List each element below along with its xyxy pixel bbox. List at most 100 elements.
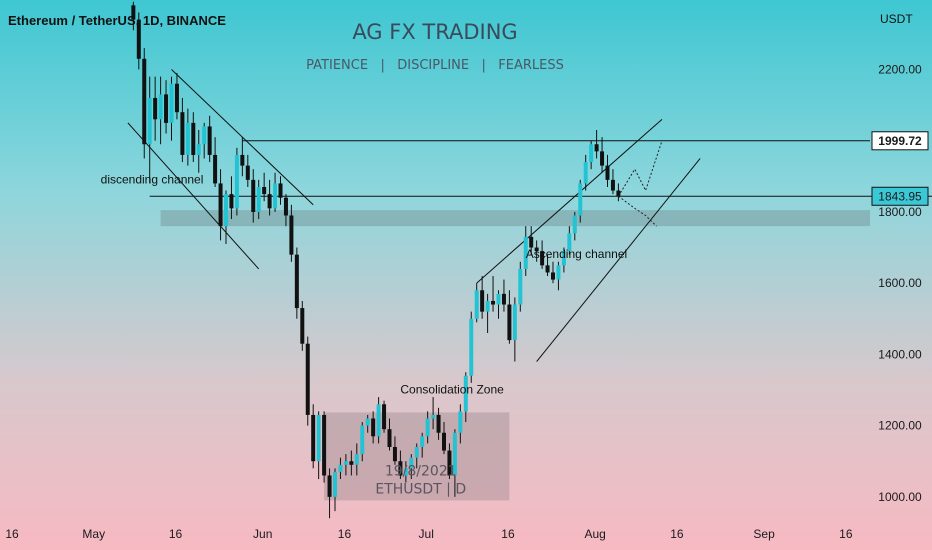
- candle-up: [333, 471, 337, 497]
- x-tick-label: 16: [338, 527, 352, 541]
- candle-down: [594, 144, 599, 152]
- candle-up: [567, 233, 572, 252]
- ascending-channel-lower: [536, 158, 701, 362]
- candle-up: [365, 418, 370, 426]
- price-label-box: [871, 131, 929, 151]
- candle-up: [469, 318, 474, 376]
- currency-label: USDT: [880, 10, 913, 28]
- candle-down: [278, 183, 283, 198]
- candle-up: [556, 265, 561, 280]
- annotation-0: discending channel: [101, 172, 204, 186]
- candle-down: [551, 272, 555, 280]
- candle-down: [229, 194, 234, 209]
- consolidation-date-label: 19/8/2021: [385, 463, 457, 479]
- candle-up: [409, 457, 414, 469]
- candle-up: [343, 461, 348, 465]
- candle-down: [605, 165, 610, 180]
- candle-up: [583, 162, 588, 184]
- candle-down: [174, 83, 179, 113]
- y-tick-label: 1200.00: [878, 419, 922, 433]
- candle-down: [136, 19, 141, 59]
- annotation-2: Consolidation Zone: [400, 383, 504, 397]
- candle-down: [283, 197, 288, 216]
- candle-up: [523, 236, 528, 269]
- candle-down: [436, 414, 441, 433]
- candle-down: [447, 450, 452, 476]
- candle-down: [387, 429, 392, 447]
- candle-down: [545, 265, 550, 273]
- candle-up: [463, 375, 468, 412]
- candle-down: [245, 165, 250, 180]
- watermark: AG FX TRADING PATIENCE | DISCIPLINE | FE…: [0, 20, 870, 73]
- candle-down: [131, 5, 136, 20]
- candle-up: [224, 194, 228, 227]
- x-tick-label: Sep: [753, 527, 775, 541]
- candle-down: [616, 190, 621, 197]
- candle-up: [452, 432, 457, 476]
- candle-up: [425, 418, 430, 437]
- candle-up: [578, 183, 583, 216]
- candle-up: [234, 154, 239, 209]
- candle-up: [376, 404, 381, 437]
- y-tick-label: 1000.00: [878, 490, 922, 504]
- candle-up: [431, 414, 436, 419]
- price-label-box: [871, 186, 929, 206]
- candle-down: [491, 300, 496, 305]
- candle-up: [202, 126, 207, 145]
- y-tick-label: 1400.00: [878, 347, 922, 361]
- candle-up: [360, 425, 365, 455]
- x-tick-label: Jun: [253, 527, 272, 541]
- candle-up: [474, 290, 479, 319]
- currency-label-text: USDT: [880, 12, 913, 26]
- candle-down: [501, 293, 506, 305]
- candle-down: [540, 251, 545, 266]
- candle-down: [164, 94, 169, 123]
- y-tick-label: 1600.00: [878, 276, 922, 290]
- watermark-subtitle: PATIENCE | DISCIPLINE | FEARLESS: [306, 58, 564, 73]
- candle-up: [496, 293, 501, 305]
- candle-down: [327, 475, 332, 497]
- candle-down: [507, 304, 512, 341]
- projection-down-path: [618, 195, 657, 227]
- candle-down: [392, 446, 397, 462]
- symbol-title-text: Ethereum / TetherUS, 1D, BINANCE: [8, 13, 226, 28]
- candle-down: [382, 404, 387, 430]
- y-tick-label: 2200.00: [878, 62, 922, 76]
- support-zone: [160, 210, 871, 227]
- candle-down: [294, 254, 299, 309]
- candle-up: [561, 251, 566, 266]
- candle-up: [316, 414, 321, 462]
- candle-up: [256, 186, 261, 212]
- candle-down: [322, 414, 327, 476]
- candle-down: [267, 194, 272, 209]
- candle-down: [191, 122, 196, 155]
- watermark-title: AG FX TRADING: [352, 20, 518, 44]
- candle-up: [403, 468, 408, 476]
- x-tick-label: 16: [169, 527, 183, 541]
- candle-down: [534, 247, 539, 252]
- candle-up: [589, 144, 594, 163]
- candle-down: [398, 461, 403, 476]
- candle-down: [180, 112, 185, 155]
- candle-up: [196, 144, 201, 155]
- candle-down: [371, 418, 376, 437]
- candle-up: [414, 446, 419, 458]
- projection-up-path: [617, 140, 663, 197]
- x-tick-label: Jul: [419, 527, 434, 541]
- candle-down: [442, 432, 446, 451]
- candle-down: [153, 97, 158, 120]
- candle-down: [610, 179, 615, 191]
- candle-up: [169, 83, 174, 123]
- candle-down: [305, 343, 310, 415]
- candle-down: [251, 179, 256, 212]
- candle-down: [300, 308, 305, 344]
- candle-down: [311, 414, 316, 462]
- x-tick-label: 16: [839, 527, 853, 541]
- candle-up: [512, 304, 517, 341]
- candle-up: [458, 411, 463, 433]
- consolidation-symbol-label: ETHUSDT | D: [375, 481, 466, 497]
- candle-down: [218, 183, 223, 227]
- x-tick-label: 16: [670, 527, 684, 541]
